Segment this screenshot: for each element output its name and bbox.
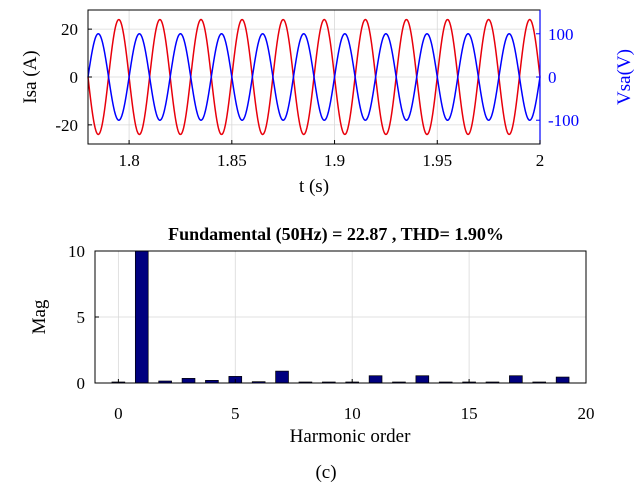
figure-caption: (c) [315,462,336,483]
y-tick-label-right: 100 [548,25,574,44]
harmonic-bar [416,376,429,383]
y-tick-label: 0 [77,374,86,393]
y-tick-label: 20 [61,20,78,39]
time-domain-chart: 1.8 1.85 1.9 1.95 2 20 0 -20 100 0 -100 t (s) Is… [20,10,635,197]
y-tick-label: -20 [55,116,78,135]
chart-title: Fundamental (50Hz) = 22.87 , THD= 1.90% [168,224,504,245]
y-ticks-bottom: 10 5 0 [68,242,99,393]
x-tick-label: 5 [231,404,240,423]
harmonic-bar [135,251,148,383]
harmonic-bar [369,376,382,383]
x-axis-label-bottom: Harmonic order [290,426,411,447]
y-ticks-left: 20 0 -20 [55,20,92,135]
y-axis-label-left: Isa (A) [20,50,41,103]
y-tick-label: 10 [68,242,85,261]
y-tick-label: 0 [70,68,79,87]
x-tick-label: 20 [578,404,595,423]
x-tick-label: 1.8 [118,151,139,170]
x-tick-label: 15 [461,404,478,423]
harmonic-bar [182,378,195,383]
x-tick-label: 1.85 [217,151,247,170]
y-ticks-right: 100 0 -100 [536,25,579,130]
harmonic-bar [276,371,289,383]
x-tick-label: 1.9 [324,151,345,170]
x-ticks-bottom: 0 5 10 15 20 [114,379,594,423]
y-tick-label-right: 0 [548,68,557,87]
y-tick-label-right: -100 [548,111,579,130]
x-tick-label: 1.95 [422,151,452,170]
y-axis-label-bottom: Mag [29,299,50,334]
x-tick-label: 2 [536,151,545,170]
y-tick-label: 5 [77,308,86,327]
y-axis-label-right: Vsa(V) [614,49,635,105]
x-axis-label-top: t (s) [299,176,329,197]
x-tick-label: 0 [114,404,123,423]
x-tick-label: 10 [344,404,361,423]
harmonic-bar [556,377,569,383]
harmonic-bar [509,376,522,383]
harmonic-spectrum-chart: Fundamental (50Hz) = 22.87 , THD= 1.90% … [29,224,595,447]
